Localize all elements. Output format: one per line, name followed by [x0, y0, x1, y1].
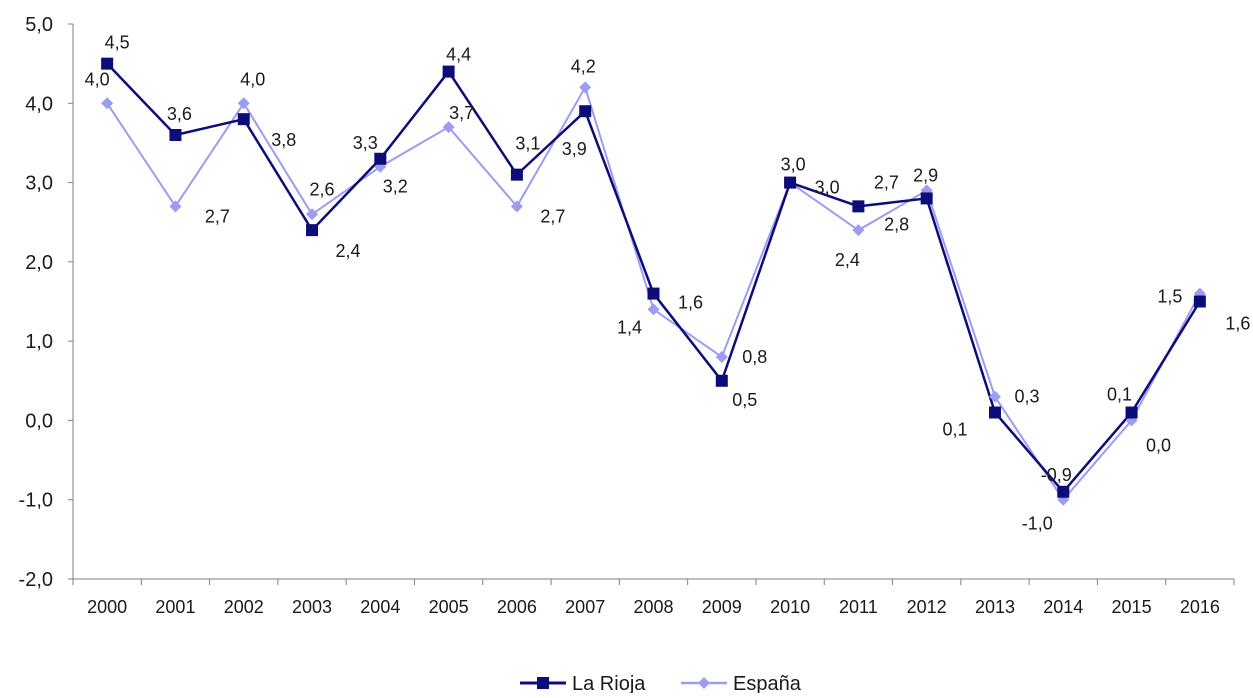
data-point-la-rioja — [647, 287, 660, 300]
x-tick-label: 2005 — [429, 597, 469, 617]
data-label-la-rioja: 3,9 — [562, 139, 587, 159]
data-label-la-rioja: 2,4 — [336, 241, 361, 261]
data-point-la-rioja — [101, 57, 114, 70]
y-tick-label: 5,0 — [25, 14, 53, 36]
data-point-espana — [647, 303, 660, 316]
legend-marker-la-rioja — [537, 677, 549, 689]
data-point-la-rioja — [374, 152, 387, 165]
data-point-la-rioja — [988, 406, 1001, 419]
data-label-la-rioja: 3,8 — [271, 130, 296, 150]
data-point-la-rioja — [920, 192, 933, 205]
data-label-espana: 1,4 — [617, 317, 642, 337]
data-label-espana: 2,9 — [913, 166, 938, 186]
data-point-espana — [169, 200, 182, 213]
data-point-espana — [988, 390, 1001, 403]
data-label-la-rioja: 1,6 — [678, 293, 703, 313]
series-line-la-rioja — [106, 62, 1201, 494]
y-tick-label: 2,0 — [25, 252, 53, 274]
data-label-espana: 2,6 — [310, 179, 335, 199]
data-point-la-rioja — [1193, 295, 1206, 308]
data-label-la-rioja: 4,5 — [105, 33, 130, 53]
y-tick-label: 3,0 — [25, 173, 53, 195]
x-tick-label: 2013 — [975, 597, 1015, 617]
data-label-espana: 2,7 — [540, 206, 565, 226]
data-label-la-rioja: 2,8 — [884, 214, 909, 234]
legend-label-espana: España — [733, 673, 802, 693]
data-label-espana: 4,0 — [240, 69, 265, 89]
data-label-espana: 2,7 — [205, 206, 230, 226]
data-point-espana — [237, 97, 250, 110]
y-tick-label: 4,0 — [25, 93, 53, 115]
data-label-espana: 1,6 — [1225, 314, 1250, 334]
data-label-espana: 2,4 — [835, 250, 860, 270]
data-label-la-rioja: 3,6 — [167, 104, 192, 124]
data-labels-layer: 4,5 3,6 3,8 2,4 3,3 4,4 3,1 3,9 1,6 0,5 3,0 2,7 2,8 0… — [85, 33, 1251, 534]
data-label-espana: 3,0 — [815, 178, 840, 198]
y-tick-label: -2,0 — [19, 569, 53, 591]
x-tick-label: 2006 — [497, 597, 537, 617]
data-label-espana: 0,8 — [742, 347, 767, 367]
data-point-espana — [442, 121, 455, 134]
data-label-espana: 0,3 — [1014, 387, 1039, 407]
data-label-espana: 3,7 — [449, 103, 474, 123]
x-tick-label: 2009 — [702, 597, 742, 617]
data-label-espana: 4,2 — [571, 56, 596, 76]
data-point-espana — [715, 351, 728, 363]
x-tick-label: 2007 — [565, 597, 605, 617]
x-tick-label: 2016 — [1180, 597, 1220, 617]
data-label-la-rioja: 0,1 — [1107, 385, 1132, 405]
data-label-la-rioja: 1,5 — [1157, 287, 1182, 307]
y-tick-label: -1,0 — [19, 490, 53, 512]
legend-label-la-rioja: La Rioja — [572, 673, 646, 693]
data-point-la-rioja — [715, 374, 728, 387]
data-label-espana: 3,2 — [383, 177, 408, 197]
data-point-la-rioja — [169, 129, 182, 141]
x-tick-label: 2008 — [633, 597, 673, 617]
y-tick-label: 1,0 — [25, 331, 53, 353]
data-label-la-rioja: 3,0 — [781, 155, 806, 175]
x-tick-label: 2011 — [839, 597, 878, 617]
data-point-la-rioja — [510, 168, 523, 181]
x-tick-label: 2002 — [224, 597, 264, 617]
x-tick-label: 2015 — [1112, 597, 1152, 617]
data-label-la-rioja: 3,1 — [515, 134, 540, 154]
data-point-la-rioja — [306, 224, 319, 237]
data-point-la-rioja — [579, 105, 592, 118]
series-layer — [101, 57, 1206, 506]
x-tick-label: 2014 — [1043, 597, 1083, 617]
data-label-la-rioja: 0,5 — [732, 390, 757, 410]
data-point-la-rioja — [237, 113, 250, 126]
data-label-espana: 0,0 — [1146, 435, 1171, 455]
data-point-espana — [510, 200, 523, 213]
data-label-la-rioja: 4,4 — [446, 45, 471, 65]
data-point-la-rioja — [784, 176, 797, 189]
x-tick-label: 2010 — [770, 597, 810, 617]
data-point-espana — [101, 97, 114, 110]
axes-layer: 5,0 4,0 3,0 2,0 1,0 0,0 -1,0 -2,0 2000 2001 2002 20… — [19, 14, 1235, 617]
legend: La Rioja España — [520, 673, 802, 695]
data-label-espana: -1,0 — [1022, 514, 1053, 534]
x-tick-label: 2001 — [155, 597, 195, 617]
x-tick-label: 2003 — [292, 597, 332, 617]
legend-marker-espana — [698, 677, 710, 689]
y-tick-label: 0,0 — [25, 410, 53, 432]
data-label-espana: 4,0 — [85, 69, 110, 89]
data-label-la-rioja: 2,7 — [874, 172, 899, 192]
data-label-la-rioja: 0,1 — [942, 420, 967, 440]
x-tick-label: 2000 — [87, 597, 127, 617]
data-point-espana — [579, 81, 592, 94]
data-point-la-rioja — [1057, 485, 1070, 498]
data-point-la-rioja — [852, 200, 865, 213]
data-point-la-rioja — [1125, 406, 1138, 419]
x-tick-label: 2004 — [360, 597, 400, 617]
x-tick-label: 2012 — [907, 597, 947, 617]
data-point-espana — [306, 208, 319, 221]
data-point-la-rioja — [442, 65, 455, 78]
data-point-espana — [852, 224, 865, 237]
data-label-la-rioja: -0,9 — [1041, 465, 1072, 485]
data-label-la-rioja: 3,3 — [353, 133, 378, 153]
